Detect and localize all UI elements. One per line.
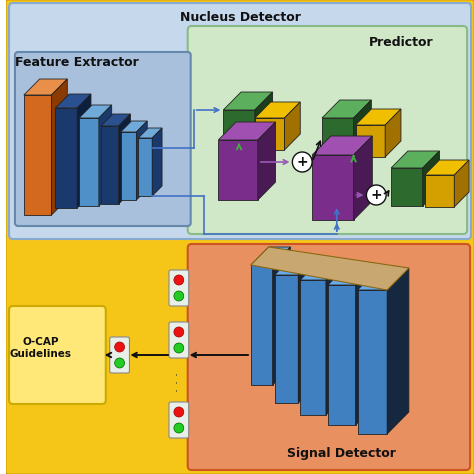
FancyBboxPatch shape xyxy=(9,3,471,239)
Polygon shape xyxy=(354,136,372,220)
Polygon shape xyxy=(55,94,91,108)
Circle shape xyxy=(174,423,184,433)
Polygon shape xyxy=(79,118,99,206)
Polygon shape xyxy=(219,140,258,200)
FancyBboxPatch shape xyxy=(15,52,191,226)
FancyBboxPatch shape xyxy=(9,306,106,404)
Polygon shape xyxy=(357,290,387,434)
Polygon shape xyxy=(425,175,454,207)
Polygon shape xyxy=(273,247,291,385)
FancyBboxPatch shape xyxy=(188,244,470,470)
Polygon shape xyxy=(328,264,376,285)
Polygon shape xyxy=(55,108,77,208)
Text: Nucleus Detector: Nucleus Detector xyxy=(180,10,301,24)
Polygon shape xyxy=(423,151,439,206)
Polygon shape xyxy=(354,100,371,156)
FancyBboxPatch shape xyxy=(109,337,129,373)
Polygon shape xyxy=(322,100,371,118)
Polygon shape xyxy=(223,110,255,148)
Polygon shape xyxy=(322,118,354,156)
FancyBboxPatch shape xyxy=(169,322,189,358)
Polygon shape xyxy=(312,155,354,220)
Polygon shape xyxy=(79,105,112,118)
Circle shape xyxy=(366,185,386,205)
Text: Predictor: Predictor xyxy=(369,36,433,48)
Polygon shape xyxy=(312,136,372,155)
Polygon shape xyxy=(391,151,439,168)
Polygon shape xyxy=(77,94,91,208)
Polygon shape xyxy=(223,92,273,110)
Polygon shape xyxy=(258,122,275,200)
FancyBboxPatch shape xyxy=(169,402,189,438)
Polygon shape xyxy=(356,109,401,125)
Circle shape xyxy=(174,407,184,417)
Polygon shape xyxy=(255,118,284,150)
Polygon shape xyxy=(118,114,130,204)
Polygon shape xyxy=(274,275,298,403)
Polygon shape xyxy=(300,280,326,415)
Text: Signal Detector: Signal Detector xyxy=(287,447,396,461)
Polygon shape xyxy=(251,265,273,385)
FancyBboxPatch shape xyxy=(188,26,467,234)
Polygon shape xyxy=(101,126,118,204)
Polygon shape xyxy=(298,256,317,403)
FancyBboxPatch shape xyxy=(169,270,189,306)
Polygon shape xyxy=(251,247,409,290)
Polygon shape xyxy=(357,268,409,290)
Circle shape xyxy=(292,152,312,172)
Polygon shape xyxy=(387,268,409,434)
Circle shape xyxy=(115,342,125,352)
Circle shape xyxy=(115,358,125,368)
Polygon shape xyxy=(24,79,67,95)
Polygon shape xyxy=(120,121,147,132)
Polygon shape xyxy=(152,128,162,196)
Polygon shape xyxy=(99,105,112,206)
Polygon shape xyxy=(385,109,401,157)
Polygon shape xyxy=(454,160,469,207)
Circle shape xyxy=(174,343,184,353)
Polygon shape xyxy=(356,264,376,425)
Text: · · ·: · · · xyxy=(173,372,185,392)
Polygon shape xyxy=(255,92,273,148)
Polygon shape xyxy=(425,160,469,175)
Circle shape xyxy=(174,275,184,285)
Polygon shape xyxy=(255,102,300,118)
Polygon shape xyxy=(356,125,385,157)
Polygon shape xyxy=(120,132,137,200)
Text: +: + xyxy=(296,155,308,169)
Polygon shape xyxy=(101,114,130,126)
Polygon shape xyxy=(328,285,356,425)
Polygon shape xyxy=(300,260,346,280)
Polygon shape xyxy=(52,79,67,215)
Polygon shape xyxy=(219,122,275,140)
Polygon shape xyxy=(137,121,147,200)
FancyBboxPatch shape xyxy=(5,0,474,474)
Text: Feature Extractor: Feature Extractor xyxy=(15,55,139,69)
Text: +: + xyxy=(371,188,382,202)
Polygon shape xyxy=(138,128,162,138)
Polygon shape xyxy=(284,102,300,150)
Polygon shape xyxy=(274,256,317,275)
Polygon shape xyxy=(24,95,52,215)
Polygon shape xyxy=(138,138,152,196)
Text: O-CAP
Guidelines: O-CAP Guidelines xyxy=(9,337,72,359)
Polygon shape xyxy=(391,168,423,206)
Circle shape xyxy=(174,291,184,301)
Circle shape xyxy=(174,327,184,337)
Polygon shape xyxy=(326,260,346,415)
Polygon shape xyxy=(251,247,291,265)
